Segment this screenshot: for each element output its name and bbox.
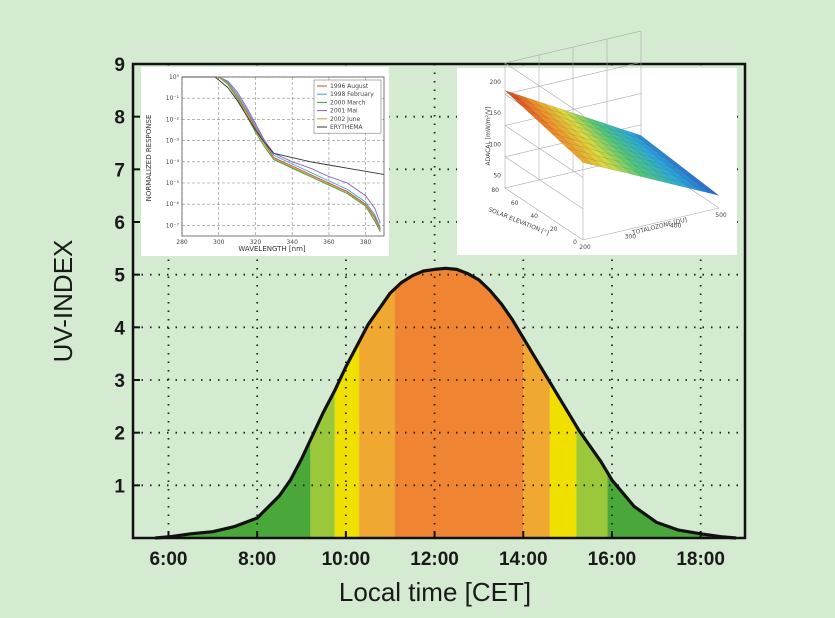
inset2-wall-edge [504,62,584,116]
y-tick-labels: 1 2 3 4 5 6 7 8 9 [114,55,140,497]
inset1-series-line-4 [182,76,381,231]
y-tick-label: 5 [114,266,125,287]
inset1-series-line-5 [182,76,385,175]
inset2-surface-cell [701,186,720,196]
inset2-wall-grid [504,125,584,178]
inset1-y-tick-label: 10⁻⁵ [166,180,180,187]
inset1-x-tick-label: 360 [323,239,335,246]
y-tick-label: 4 [114,318,125,339]
inset2-x-tick-label: 200 [579,244,591,251]
uv-index-curve [155,266,737,540]
y-tick-label: 3 [114,371,125,392]
inset2-z-axis-title: ADACAL [mW/m²/V] [485,106,492,165]
inset1-y-tick-label: 10⁻¹ [166,95,180,102]
inset2-z-tick-label: 50 [493,173,501,180]
y-axis-title: UV-INDEX [48,240,78,363]
x-tick-label: 8:00 [238,549,276,570]
inset2-surface [504,90,720,196]
main-plot-frame [131,62,747,540]
x-tick-labels: 6:00 8:00 10:00 12:00 14:00 16:00 18:00 [149,531,725,570]
inset1-y-axis-title: NORMALIZED RESPONSE [145,115,153,202]
inset1-plot-frame [181,76,385,237]
inset2-wall-grid [504,61,642,95]
inset1-legend-entry: 1998 February [330,91,374,98]
inset1-y-tick-label: 10⁰ [169,74,180,81]
inset1-series-lines [182,76,385,233]
inset2-floor-edge [504,187,584,241]
inset1-x-tick-label: 280 [176,239,188,246]
inset1-x-axis-title: WAVELENGTH [nm] [238,245,306,253]
inset2-y-tick-label: 60 [511,200,519,207]
inset1-x-tick-label: 340 [286,239,298,246]
inset2-y-tick-label: 40 [530,213,538,220]
inset1-y-tick-label: 10⁻⁶ [166,201,180,208]
inset2-floor-edge [582,207,720,241]
inset2-z-tick-label: 150 [490,110,502,117]
y-tick-label: 7 [114,160,125,181]
inset1-legend-entry: 2000 March [330,99,366,106]
inset1-x-tick-label: 380 [360,239,372,246]
inset1-y-tick-label: 10⁻³ [166,138,180,145]
x-tick-label: 18:00 [676,549,725,570]
x-tick-label: 16:00 [588,549,637,570]
inset2-surface-cell [693,180,712,190]
inset1-y-tick-labels: 10⁰ 10⁻¹ 10⁻² 10⁻³ 10⁻⁴ 10⁻⁵ 10⁻⁶ 10⁻⁷ [166,74,180,229]
y-tick-label: 8 [114,108,125,129]
x-tick-label: 6:00 [149,549,187,570]
inset2-z-tick-label: 200 [490,79,502,86]
inset1-y-tick-label: 10⁻² [166,116,180,123]
inset2-wall-grid [504,156,584,209]
y-tick-label: 2 [114,424,125,445]
y-tick-label: 1 [114,476,125,497]
inset1-series-line-3 [182,76,381,224]
inset1-x-tick-label: 320 [250,239,262,246]
inset1-legend-entry: ERYTHEMA [330,124,363,131]
y-tick-label: 9 [114,55,125,76]
uv-band-4 [394,268,524,538]
spectral-response-inset: 10⁰ 10⁻¹ 10⁻² 10⁻³ 10⁻⁴ 10⁻⁵ 10⁻⁶ 10⁻⁷ 280 300 32… [141,67,389,256]
inset2-x-tick-label: 400 [670,223,682,230]
inset2-x-tick-label: 500 [715,212,727,219]
inset2-y-tick-label: 80 [491,187,499,194]
x-tick-label: 14:00 [499,549,548,570]
inset2-y-tick-label: 20 [550,226,558,233]
inset2-y-tick-label: 0 [573,239,577,246]
inset1-legend-box [313,79,382,134]
x-axis-title: Local time [CET] [339,577,531,607]
inset2-z-tick-label: 100 [490,141,502,148]
x-tick-label: 12:00 [410,549,459,570]
inset2-surface-cell [631,132,649,142]
x-tick-label: 10:00 [322,549,371,570]
inset1-legend-entry: 2002 June [330,116,361,123]
inset1-y-tick-label: 10⁻⁷ [166,222,180,229]
inset1-x-tick-labels: 280 300 320 340 360 380 [176,239,371,246]
inset1-y-tick-label: 10⁻⁴ [166,159,180,166]
inset1-legend-entry: 1996 August [330,83,369,90]
inset1-legend-entry: 2001 Mai [330,108,358,115]
y-tick-label: 6 [114,213,125,234]
inset2-x-tick-label: 300 [625,233,637,240]
inset1-x-tick-label: 300 [213,239,225,246]
